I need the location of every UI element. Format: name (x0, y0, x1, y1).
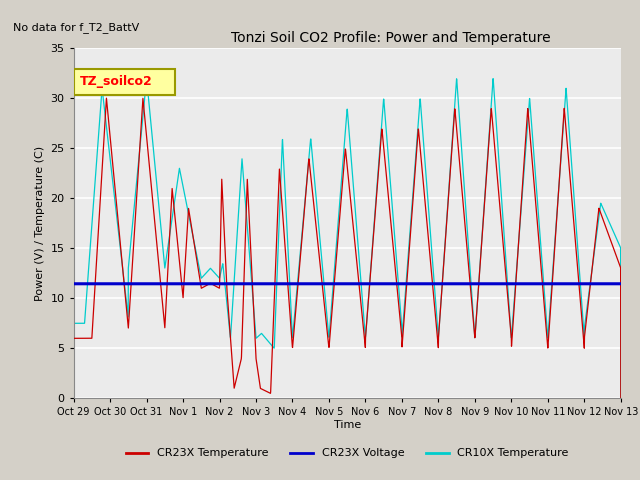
Text: No data for f_T2_BattV: No data for f_T2_BattV (13, 22, 139, 33)
Title: Tonzi Soil CO2 Profile: Power and Temperature: Tonzi Soil CO2 Profile: Power and Temper… (231, 32, 551, 46)
FancyBboxPatch shape (74, 69, 175, 96)
Legend: CR23X Temperature, CR23X Voltage, CR10X Temperature: CR23X Temperature, CR23X Voltage, CR10X … (121, 444, 573, 463)
X-axis label: Time: Time (333, 420, 361, 430)
Y-axis label: Power (V) / Temperature (C): Power (V) / Temperature (C) (35, 145, 45, 301)
Text: TZ_soilco2: TZ_soilco2 (80, 75, 153, 88)
